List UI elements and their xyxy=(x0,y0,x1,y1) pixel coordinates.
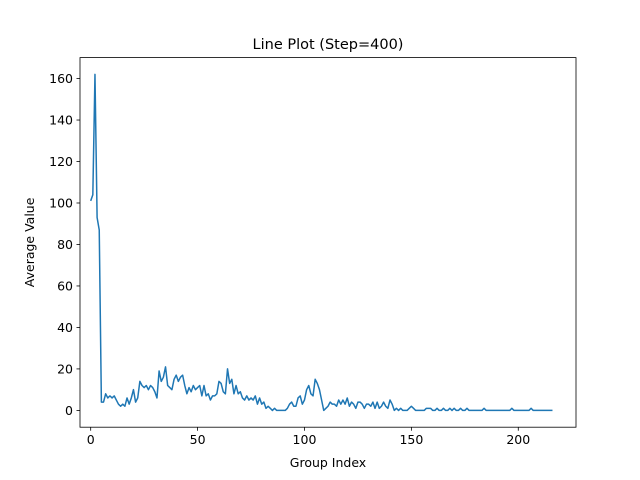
x-tick-label: 150 xyxy=(399,432,423,447)
chart-title: Line Plot (Step=400) xyxy=(253,37,404,53)
plot-area xyxy=(80,57,576,428)
axes-frame xyxy=(79,57,577,428)
x-tick-label: 50 xyxy=(190,432,206,447)
x-axis-ticks: 0 50 100 150 200 xyxy=(87,427,530,447)
y-tick-label: 100 xyxy=(49,195,73,210)
y-tick-label: 40 xyxy=(57,320,73,335)
y-tick-label: 0 xyxy=(65,403,73,418)
x-axis-label: Group Index xyxy=(290,455,366,470)
y-tick-label: 160 xyxy=(49,71,73,86)
y-axis-ticks: 0 20 40 60 80 100 120 140 160 xyxy=(49,71,80,418)
y-tick-label: 80 xyxy=(57,237,73,252)
data-layer xyxy=(89,73,553,412)
series-line-0 xyxy=(89,73,553,412)
x-tick-label: 200 xyxy=(506,432,530,447)
x-tick-label: 0 xyxy=(87,432,95,447)
y-tick-label: 20 xyxy=(57,361,73,376)
y-axis-label: Average Value xyxy=(22,197,37,287)
y-tick-label: 60 xyxy=(57,278,73,293)
y-tick-label: 140 xyxy=(49,113,73,128)
x-tick-label: 100 xyxy=(293,432,317,447)
y-tick-label: 120 xyxy=(49,154,73,169)
